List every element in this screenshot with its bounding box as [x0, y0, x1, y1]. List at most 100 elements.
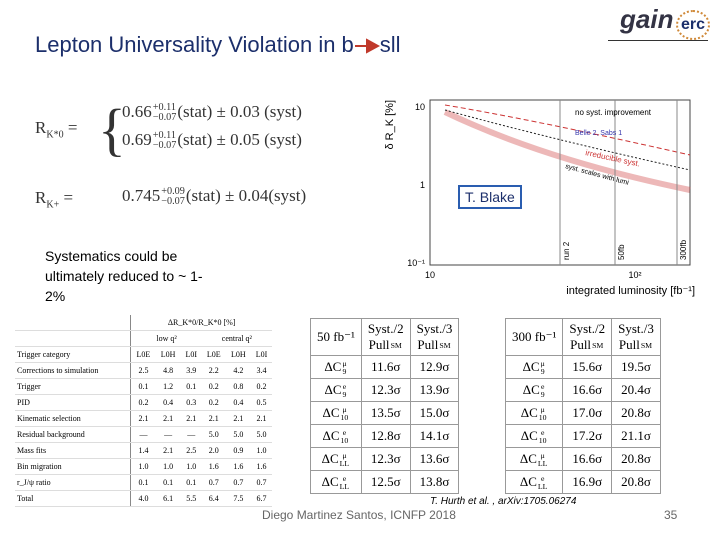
y-label: δ R_K [%]	[385, 100, 396, 150]
cell: 0.1	[180, 474, 202, 491]
symbol: R	[35, 118, 47, 137]
header-cell: L0E	[130, 346, 156, 363]
sup: μ	[342, 450, 347, 460]
row: Residual background — — —5.0 5.0 5.0	[15, 426, 272, 443]
cell: 0.5	[250, 394, 272, 411]
cell: Residual background	[15, 426, 132, 443]
y-tick: 10⁻¹	[407, 258, 425, 268]
plus: +0.11	[152, 101, 176, 113]
header-cell: L0H	[225, 346, 251, 363]
pull: 12.3σ	[360, 378, 411, 402]
logo-rule	[608, 40, 708, 41]
pull: 19.5σ	[611, 355, 661, 379]
header-row: Trigger category L0E L0H L0I L0E L0H L0I	[15, 346, 272, 363]
base: ΔC	[324, 358, 342, 374]
lumi: 50 fb⁻¹	[310, 318, 362, 356]
cell: 5.5	[180, 490, 202, 507]
cell: 0.1	[155, 474, 181, 491]
reference: T. Hurth et al. , arXiv:1705.06274	[430, 496, 577, 507]
pull: 17.0σ	[562, 401, 613, 425]
coefficient: ΔC e 10	[310, 424, 362, 448]
minus: −0.07	[152, 112, 177, 124]
cell: 4.0	[130, 490, 156, 507]
pull: 20.4σ	[611, 378, 661, 402]
cell: 2.1	[155, 410, 181, 427]
author: Diego Martinez Santos, ICNFP 2018	[262, 508, 456, 522]
lumi: 300 fb⁻¹	[504, 318, 564, 356]
base: Pull	[618, 337, 640, 352]
header-cell: L0H	[155, 346, 181, 363]
vertical-label: 300fb	[679, 239, 688, 260]
scripts: μ LL	[340, 452, 350, 468]
rest: (stat) ± 0.03 (syst)	[177, 102, 302, 121]
pull: 13.6σ	[409, 447, 460, 471]
cell	[15, 330, 132, 347]
cell: PID	[15, 394, 132, 411]
x-tick: 10²	[628, 270, 641, 280]
cell: 2.1	[155, 442, 181, 459]
scripts: SM	[439, 342, 450, 350]
cell: 0.2	[201, 394, 226, 411]
x-tick: 10	[425, 270, 435, 280]
base: Pull	[368, 337, 390, 352]
logo-erc: erc	[676, 10, 711, 40]
cell: —	[180, 426, 202, 443]
logo-gain: gain	[620, 4, 674, 34]
annotation: Belle 2, Sabs 1	[575, 130, 622, 137]
cell: 2.5	[130, 362, 156, 379]
column-header: Syst./3 Pull SM	[409, 318, 460, 356]
title-row: ΔR_K*0/R_K*0 [%]	[15, 315, 272, 331]
row: Trigger 0.1 1.2 0.1 0.2 0.8 0.2	[15, 378, 272, 395]
base: ΔC	[519, 473, 537, 489]
row: Mass fits 1.4 2.1 2.5 2.0 0.9 1.0	[15, 442, 272, 459]
row: ΔC e 10 12.8σ 14.1σ	[310, 424, 460, 448]
cell: 0.2	[130, 394, 156, 411]
sub: 10	[538, 412, 547, 422]
row: ΔC μ 9 11.6σ 12.9σ	[310, 355, 460, 379]
sup: μ	[540, 358, 545, 368]
header-cell: Trigger category	[15, 346, 132, 363]
column-top: Syst./3	[618, 321, 654, 336]
cell: 2.2	[201, 362, 226, 379]
cell: Bin migration	[15, 458, 132, 475]
sup: μ	[342, 358, 347, 368]
header-cell: L0I	[180, 346, 202, 363]
uncertainty: +0.11 −0.07	[153, 130, 177, 151]
sub: SM	[439, 341, 451, 351]
band	[443, 109, 691, 193]
cell: 2.0	[201, 442, 226, 459]
cell: 0.9	[225, 442, 251, 459]
cell: 2.5	[180, 442, 202, 459]
cell: 2.1	[180, 410, 202, 427]
cell: 6.7	[250, 490, 272, 507]
cell: Mass fits	[15, 442, 132, 459]
arrow	[354, 38, 380, 54]
curve	[444, 109, 691, 171]
cell: 3.4	[250, 362, 272, 379]
cell: 0.1	[130, 378, 156, 395]
base: ΔC	[522, 381, 540, 397]
annotation: no syst. improvement	[575, 108, 652, 117]
cell: 0.3	[180, 394, 202, 411]
cell: 0.4	[225, 394, 251, 411]
cell: —	[130, 426, 156, 443]
cell: 2.1	[201, 410, 226, 427]
pull: 20.8σ	[611, 447, 661, 471]
cell: 5.0	[201, 426, 226, 443]
rest: (stat) ± 0.05 (syst)	[177, 130, 302, 149]
pull: 12.8σ	[360, 424, 411, 448]
cell: 0.2	[201, 378, 226, 395]
title-end: sll	[379, 32, 401, 57]
coefficient: ΔC e 9	[504, 378, 564, 402]
cell: 5.0	[225, 426, 251, 443]
value: 0.69	[122, 130, 152, 149]
row: ΔC μ LL 16.6σ 20.8σ	[504, 447, 661, 471]
pull: 16.6σ	[562, 447, 613, 471]
sup: e	[540, 427, 545, 437]
pull: 16.9σ	[562, 470, 613, 494]
title: Lepton Universality Violation in b sll	[35, 32, 401, 58]
brace: {	[98, 97, 126, 162]
pull: 20.8σ	[611, 470, 661, 494]
